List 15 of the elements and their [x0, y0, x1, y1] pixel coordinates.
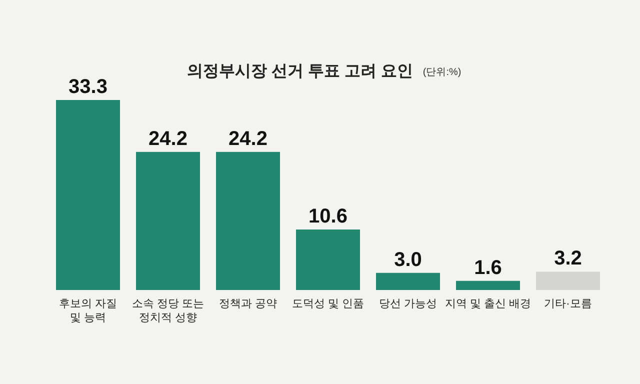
data-label: 24.2 — [148, 128, 188, 150]
data-label: 1.6 — [474, 256, 502, 279]
data-label: 3.2 — [554, 248, 582, 270]
x-tick-label: 정책과 공약 — [218, 298, 278, 310]
data-label: 3.0 — [394, 248, 422, 271]
x-tick-label: 당선 가능성 — [378, 298, 438, 310]
x-tick-label: 도덕성 및 인품 — [292, 298, 364, 310]
data-label: 33.3 — [68, 76, 108, 98]
data-label: 24.2 — [228, 128, 268, 150]
x-tick-label: 소속 정당 또는 정치적 성향 — [132, 298, 204, 324]
data-label: 10.6 — [308, 206, 348, 228]
title: 의정부시장 선거 투표 고려 요인 (단위:%) — [187, 63, 462, 80]
x-tick-label: 지역 및 출신 배경 — [444, 298, 532, 310]
x-tick-label: 기타·모름 — [544, 298, 592, 310]
x-tick-label: 후보의 자질 및 능력 — [58, 298, 118, 324]
